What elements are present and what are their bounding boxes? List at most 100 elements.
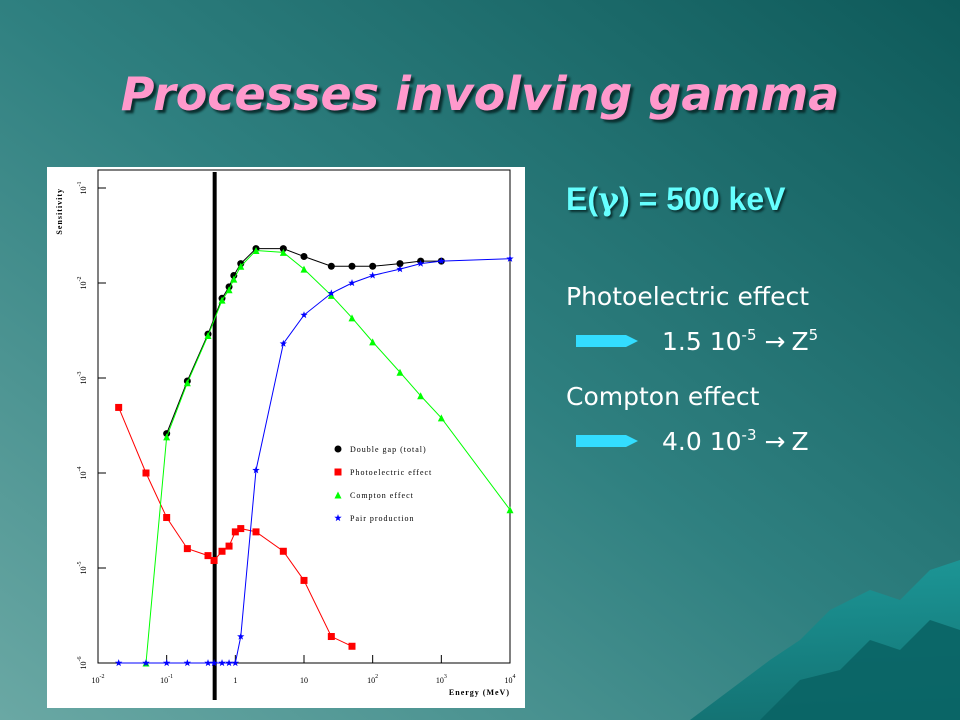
x-tick-label: 10-2 (92, 674, 105, 685)
legend-marker (334, 445, 342, 453)
point (163, 433, 171, 441)
point (210, 556, 218, 564)
point (252, 528, 260, 536)
point (183, 545, 191, 553)
relation: Z (791, 327, 808, 356)
point (231, 528, 239, 536)
point (218, 659, 226, 667)
point (327, 633, 335, 641)
point (506, 506, 514, 514)
relation: Z (791, 427, 808, 456)
tick-base: 1 (233, 676, 237, 685)
series-line (166, 248, 442, 434)
point (300, 253, 308, 261)
y-tick-label: 10-3 (77, 372, 88, 385)
arrow: → (765, 327, 786, 356)
value-exponent: -5 (742, 326, 757, 344)
point (252, 466, 260, 474)
point (348, 642, 356, 650)
x-axis-label: Energy (MeV) (449, 688, 510, 697)
x-tick-label: 1 (233, 676, 237, 685)
energy-symbol: γ (598, 180, 620, 218)
x-tick-label: 102 (367, 674, 378, 685)
value-exponent: -3 (742, 426, 757, 444)
tick-base: 10 (367, 676, 375, 685)
point (417, 392, 425, 400)
energy-prefix: E( (566, 181, 598, 217)
point (327, 291, 335, 299)
y-tick-label: 10-1 (77, 182, 88, 195)
legend-label: Double gap (total) (350, 445, 427, 454)
y-tick-label: 10-4 (77, 467, 88, 480)
tick-exponent: -3 (77, 372, 83, 377)
point (115, 659, 123, 667)
point (231, 659, 239, 667)
x-tick-label: 10 (300, 676, 308, 685)
y-tick-label: 10-6 (77, 657, 88, 670)
tick-exponent: 3 (444, 674, 447, 680)
point (279, 245, 287, 253)
point (204, 552, 212, 560)
point (369, 338, 377, 346)
point (237, 262, 245, 270)
energy-suffix: ) = 500 keV (619, 181, 786, 217)
point (348, 279, 356, 287)
tick-exponent: -2 (100, 674, 105, 680)
point (218, 547, 226, 555)
point (279, 248, 287, 256)
point (115, 403, 123, 411)
point (369, 262, 377, 270)
tick-exponent: -1 (77, 182, 83, 187)
point (279, 339, 287, 347)
point (396, 260, 404, 268)
mountain-front (760, 620, 960, 720)
y-axis-label: Sensitivity (55, 188, 64, 235)
arrow-icon (576, 335, 638, 347)
point (204, 332, 212, 340)
point (163, 514, 171, 522)
point (163, 659, 171, 667)
y-tick-label: 10-5 (77, 562, 88, 575)
point (437, 257, 445, 265)
tick-exponent: -6 (77, 657, 83, 662)
tick-exponent: -5 (77, 562, 83, 567)
point (183, 659, 191, 667)
arrow: → (765, 427, 786, 456)
x-tick-label: 104 (505, 674, 516, 685)
point (506, 254, 514, 262)
series-line (118, 258, 511, 664)
arrow-icon (576, 435, 638, 447)
chart-panel (47, 167, 525, 708)
point (142, 469, 150, 477)
point (252, 246, 260, 254)
point (225, 542, 233, 550)
value: 4.0 10 (662, 427, 742, 456)
legend-marker (334, 514, 342, 522)
series-line (145, 249, 511, 664)
tick-base: 10 (79, 282, 88, 290)
point (230, 275, 238, 283)
point (237, 525, 245, 533)
tick-base: 10 (436, 676, 444, 685)
item-label: Compton effect (566, 382, 760, 411)
point (218, 296, 226, 304)
tick-base: 10 (505, 676, 513, 685)
tick-exponent: 2 (375, 674, 378, 680)
relation-exponent: 5 (809, 326, 819, 344)
point (279, 547, 287, 555)
item-value: 4.0 10-3 → Z (662, 426, 809, 456)
tick-base: 10 (300, 676, 308, 685)
point (300, 311, 308, 319)
point (417, 259, 425, 267)
tick-base: 10 (79, 567, 88, 575)
tick-base: 10 (79, 472, 88, 480)
legend-marker (334, 468, 342, 476)
point (230, 271, 238, 279)
tick-exponent: -4 (77, 467, 83, 472)
point (327, 289, 335, 297)
tick-base: 10 (79, 377, 88, 385)
point (348, 314, 356, 322)
point (210, 659, 218, 667)
point (396, 265, 404, 273)
